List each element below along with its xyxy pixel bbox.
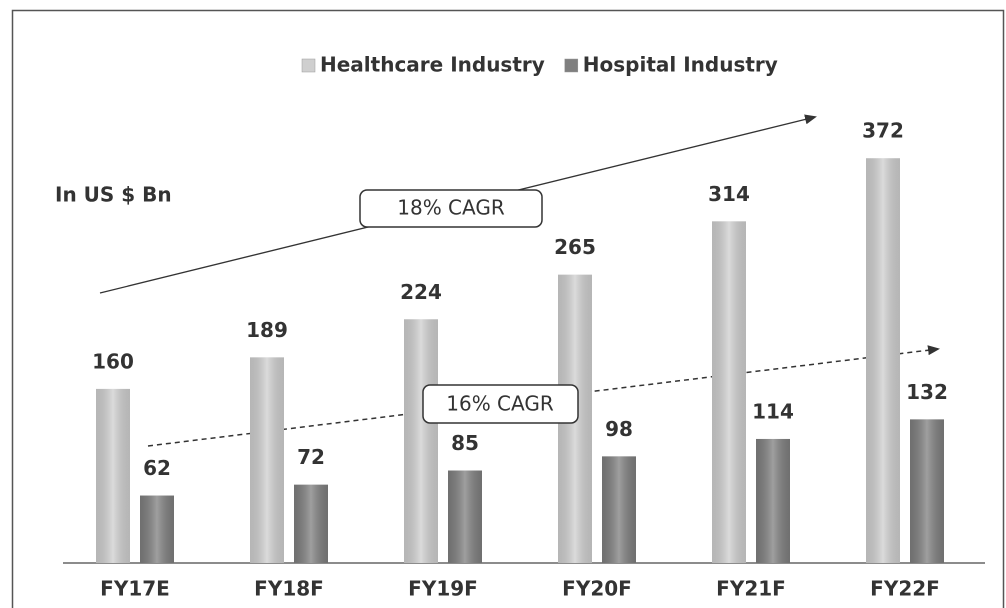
bar-shine [250, 357, 284, 563]
value-label: 189 [246, 318, 288, 342]
bar-shine [448, 470, 482, 563]
bar-shine [96, 388, 130, 563]
bar-shine [712, 221, 746, 564]
value-label: 160 [92, 349, 134, 373]
value-label: 132 [906, 380, 948, 404]
legend-label: Hospital Industry [583, 53, 778, 77]
annotation-box [359, 189, 543, 228]
bar-shine [602, 456, 636, 563]
x-tick-label: FY22F [870, 577, 940, 601]
annotation-box [422, 384, 579, 424]
x-tick-label: FY19F [408, 577, 478, 601]
x-tick-label: FY20F [562, 577, 632, 601]
frame [11, 9, 1005, 608]
annotation: 18% CAGR [397, 196, 505, 220]
value-label: 72 [297, 445, 325, 469]
value-label: 62 [143, 456, 171, 480]
value-label: 265 [554, 235, 596, 259]
bar-shine [866, 158, 900, 563]
value-label: 224 [400, 280, 442, 304]
value-label: 372 [862, 119, 904, 143]
legend-swatch [564, 58, 579, 73]
bar-shine [756, 438, 790, 563]
x-tick-label: FY21F [716, 577, 786, 601]
bar-shine [404, 319, 438, 563]
legend-label: Healthcare Industry [320, 53, 545, 77]
unit-label: In US $ Bn [55, 183, 172, 207]
x-tick-label: FY18F [254, 577, 324, 601]
x-tick-label: FY17E [100, 577, 170, 601]
value-label: 314 [708, 182, 750, 206]
bar-shine [140, 495, 174, 563]
value-label: 98 [605, 417, 633, 441]
bar-shine [294, 484, 328, 563]
legend-swatch [301, 58, 316, 73]
value-label: 85 [451, 431, 479, 455]
bar-shine [910, 419, 944, 563]
value-label: 114 [752, 399, 794, 423]
annotation: 16% CAGR [446, 392, 554, 416]
